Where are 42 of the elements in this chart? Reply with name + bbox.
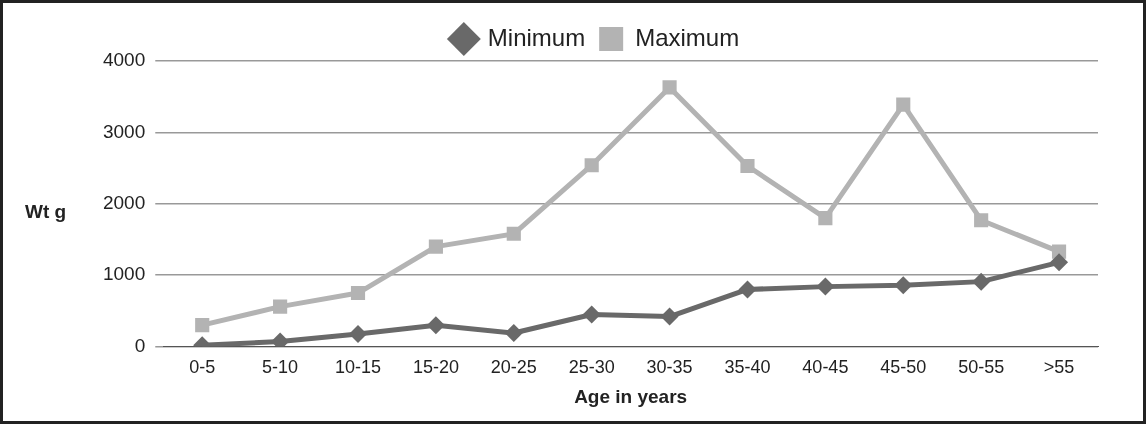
point	[504, 324, 523, 343]
point	[740, 158, 755, 174]
point	[426, 316, 445, 335]
x-tick-label: 50-55	[958, 357, 1005, 378]
x-tick-label: 25-30	[568, 357, 615, 378]
point	[660, 307, 679, 326]
x-tick-label: 40-45	[802, 357, 849, 378]
point	[972, 272, 991, 291]
x-tick-label: 20-25	[490, 357, 537, 378]
x-tick-label: 0-5	[189, 357, 216, 378]
x-tick-label: 45-50	[880, 357, 927, 378]
point	[584, 158, 599, 173]
point	[195, 318, 210, 333]
y-tick-label: 0	[134, 334, 146, 356]
legend-label: Maximum	[635, 23, 740, 51]
x-tick-label: >55	[1043, 357, 1075, 378]
point	[349, 325, 367, 344]
y-tick-label: 1000	[102, 263, 146, 285]
x-tick-label: 5-10	[262, 357, 299, 378]
legend-label: Minimum	[487, 23, 586, 51]
x-tick-label: 10-15	[334, 357, 382, 378]
x-axis-title: Age in years	[574, 385, 688, 407]
point	[816, 277, 835, 296]
x-tick-label: 15-20	[412, 357, 459, 378]
point	[818, 211, 833, 226]
point	[894, 276, 913, 295]
point	[1050, 253, 1069, 272]
point	[506, 226, 521, 241]
x-tick-label: 35-40	[724, 357, 771, 378]
point	[273, 299, 288, 314]
point	[974, 213, 989, 228]
y-tick-label: 4000	[102, 49, 146, 71]
point	[896, 97, 911, 112]
y-tick-label: 2000	[102, 192, 146, 214]
point	[428, 239, 443, 254]
point	[662, 80, 677, 95]
point	[582, 305, 601, 324]
y-axis-title: Wt g	[25, 201, 67, 223]
point	[738, 280, 757, 299]
point	[350, 285, 366, 301]
x-tick-label: 30-35	[646, 357, 693, 378]
y-tick-label: 3000	[102, 120, 146, 142]
